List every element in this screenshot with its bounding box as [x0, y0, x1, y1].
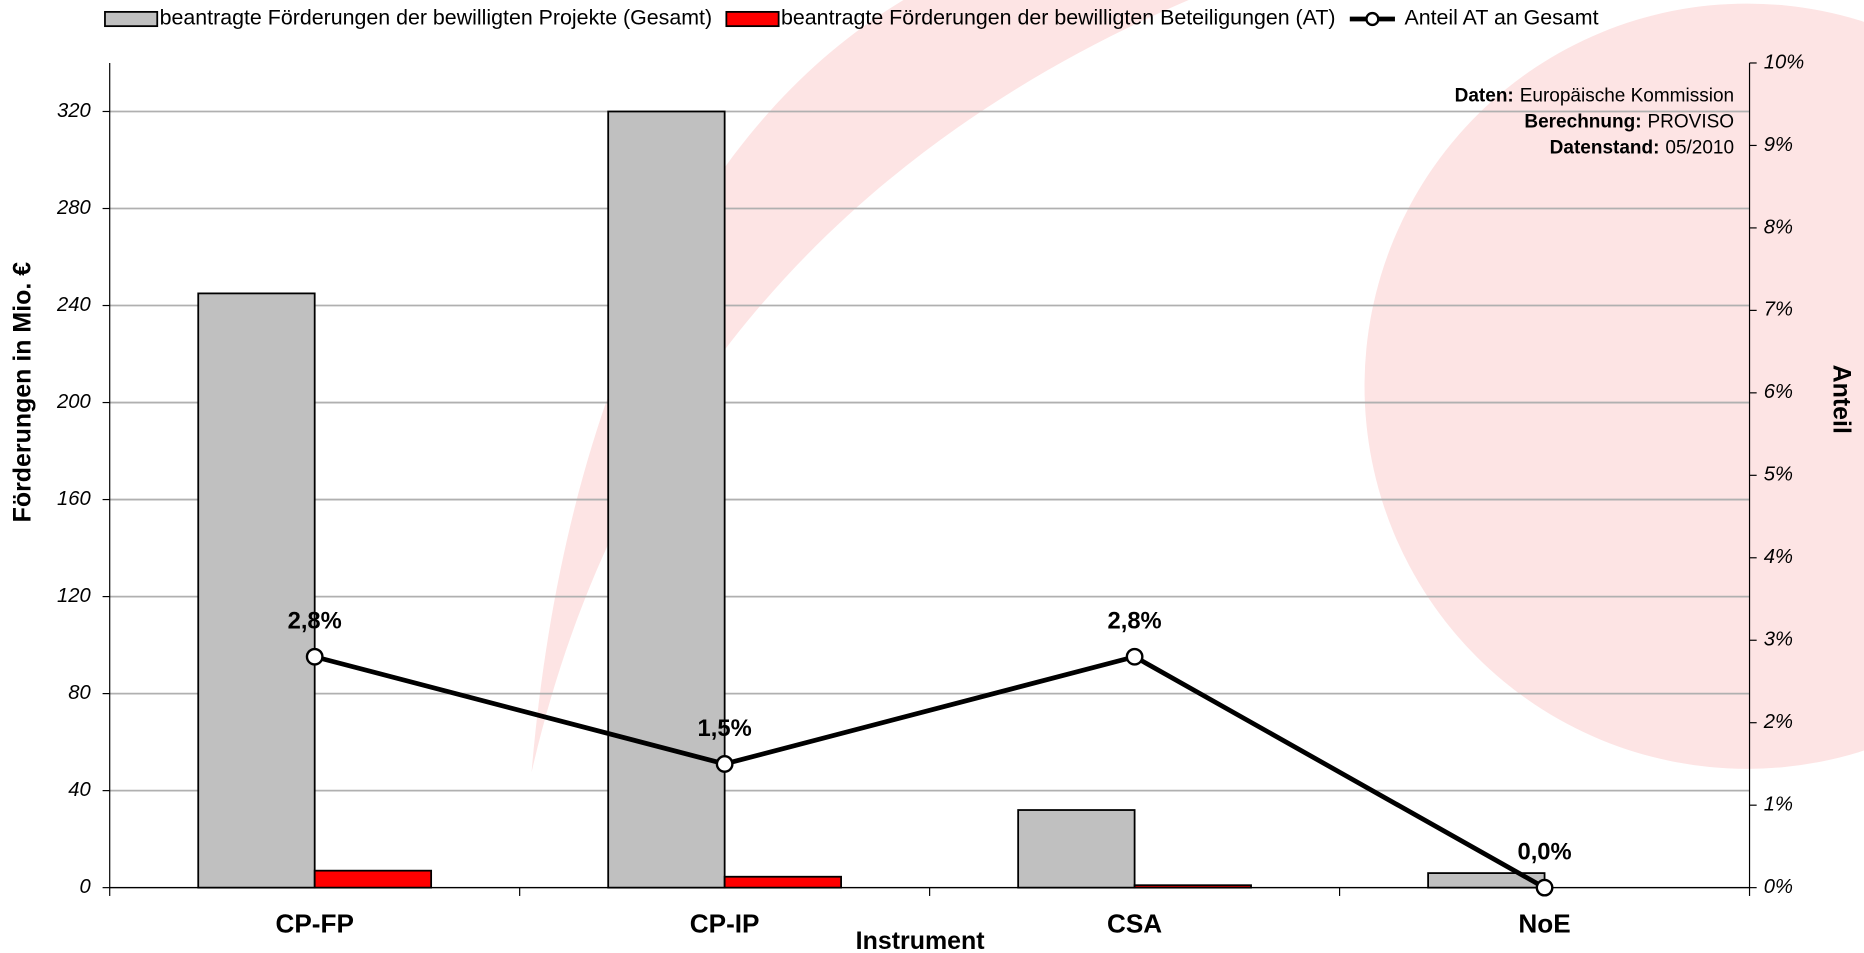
y-tick-label: 160 [57, 488, 91, 510]
source-label: Datenstand: [1550, 138, 1660, 159]
y-tick-label: 240 [56, 294, 91, 316]
y-tick-label: 80 [68, 682, 91, 704]
x-tick-label: CP-FP [276, 909, 354, 939]
y2-tick-label: 1% [1764, 794, 1793, 816]
source-text: Europäische Kommission [1520, 85, 1734, 106]
bar [313, 869, 433, 889]
y2-tick-label: 10% [1764, 51, 1804, 73]
y-tick-label: 0 [79, 876, 91, 898]
x-tick-label: NoE [1518, 909, 1570, 939]
value-label: 0,0% [1517, 838, 1571, 865]
legend-swatch [1365, 11, 1380, 27]
x-axis-title: Instrument [856, 927, 985, 953]
line-marker [305, 647, 324, 666]
line-marker [1535, 878, 1554, 897]
legend-swatch [725, 10, 780, 28]
line [314, 654, 1546, 890]
y2-tick-label: 5% [1764, 464, 1793, 486]
value-label: 2,8% [288, 608, 342, 635]
y-tick-label: 40 [68, 779, 91, 801]
line-marker [1125, 647, 1144, 666]
legend-label: Anteil AT an Gesamt [1404, 6, 1598, 30]
y2-tick-label: 8% [1764, 216, 1793, 238]
source-note: Daten: Europäische Kommission [1455, 85, 1734, 106]
x-tick-label: CP-IP [690, 909, 760, 939]
bar [1017, 809, 1136, 889]
y2-tick-label: 0% [1764, 876, 1793, 898]
legend-label: beantragte Förderungen der bewilligten P… [160, 6, 712, 30]
source-label: Daten: [1455, 85, 1514, 106]
value-label: 2,8% [1108, 608, 1162, 635]
y-tick-label: 200 [56, 391, 91, 413]
y2-tick-label: 4% [1764, 546, 1793, 568]
y2-tick-label: 2% [1763, 711, 1793, 733]
source-note: Berechnung: PROVISO [1524, 111, 1734, 132]
legend-swatch [104, 10, 159, 28]
bar [607, 110, 726, 889]
y-axis-title: Förderungen in Mio. € [9, 262, 37, 523]
source-text: 05/2010 [1665, 138, 1734, 159]
y-tick-label: 320 [57, 100, 91, 122]
y2-tick-label: 7% [1764, 299, 1793, 321]
y2-tick-label: 9% [1764, 134, 1793, 156]
source-note: Datenstand: 05/2010 [1550, 138, 1734, 159]
y2-axis-title: Anteil [1827, 365, 1855, 434]
y-tick-label: 120 [57, 585, 91, 607]
line-marker [715, 755, 734, 773]
source-text: PROVISO [1648, 111, 1735, 132]
y-tick-label: 280 [56, 197, 91, 219]
y2-tick-label: 6% [1764, 381, 1793, 403]
x-tick-label: CSA [1107, 909, 1162, 939]
legend-label: beantragte Förderungen der bewilligten B… [781, 6, 1336, 30]
y2-tick-label: 3% [1764, 629, 1793, 651]
bar [197, 292, 316, 889]
value-label: 1,5% [698, 715, 752, 742]
bar [723, 875, 842, 889]
source-label: Berechnung: [1524, 111, 1641, 132]
